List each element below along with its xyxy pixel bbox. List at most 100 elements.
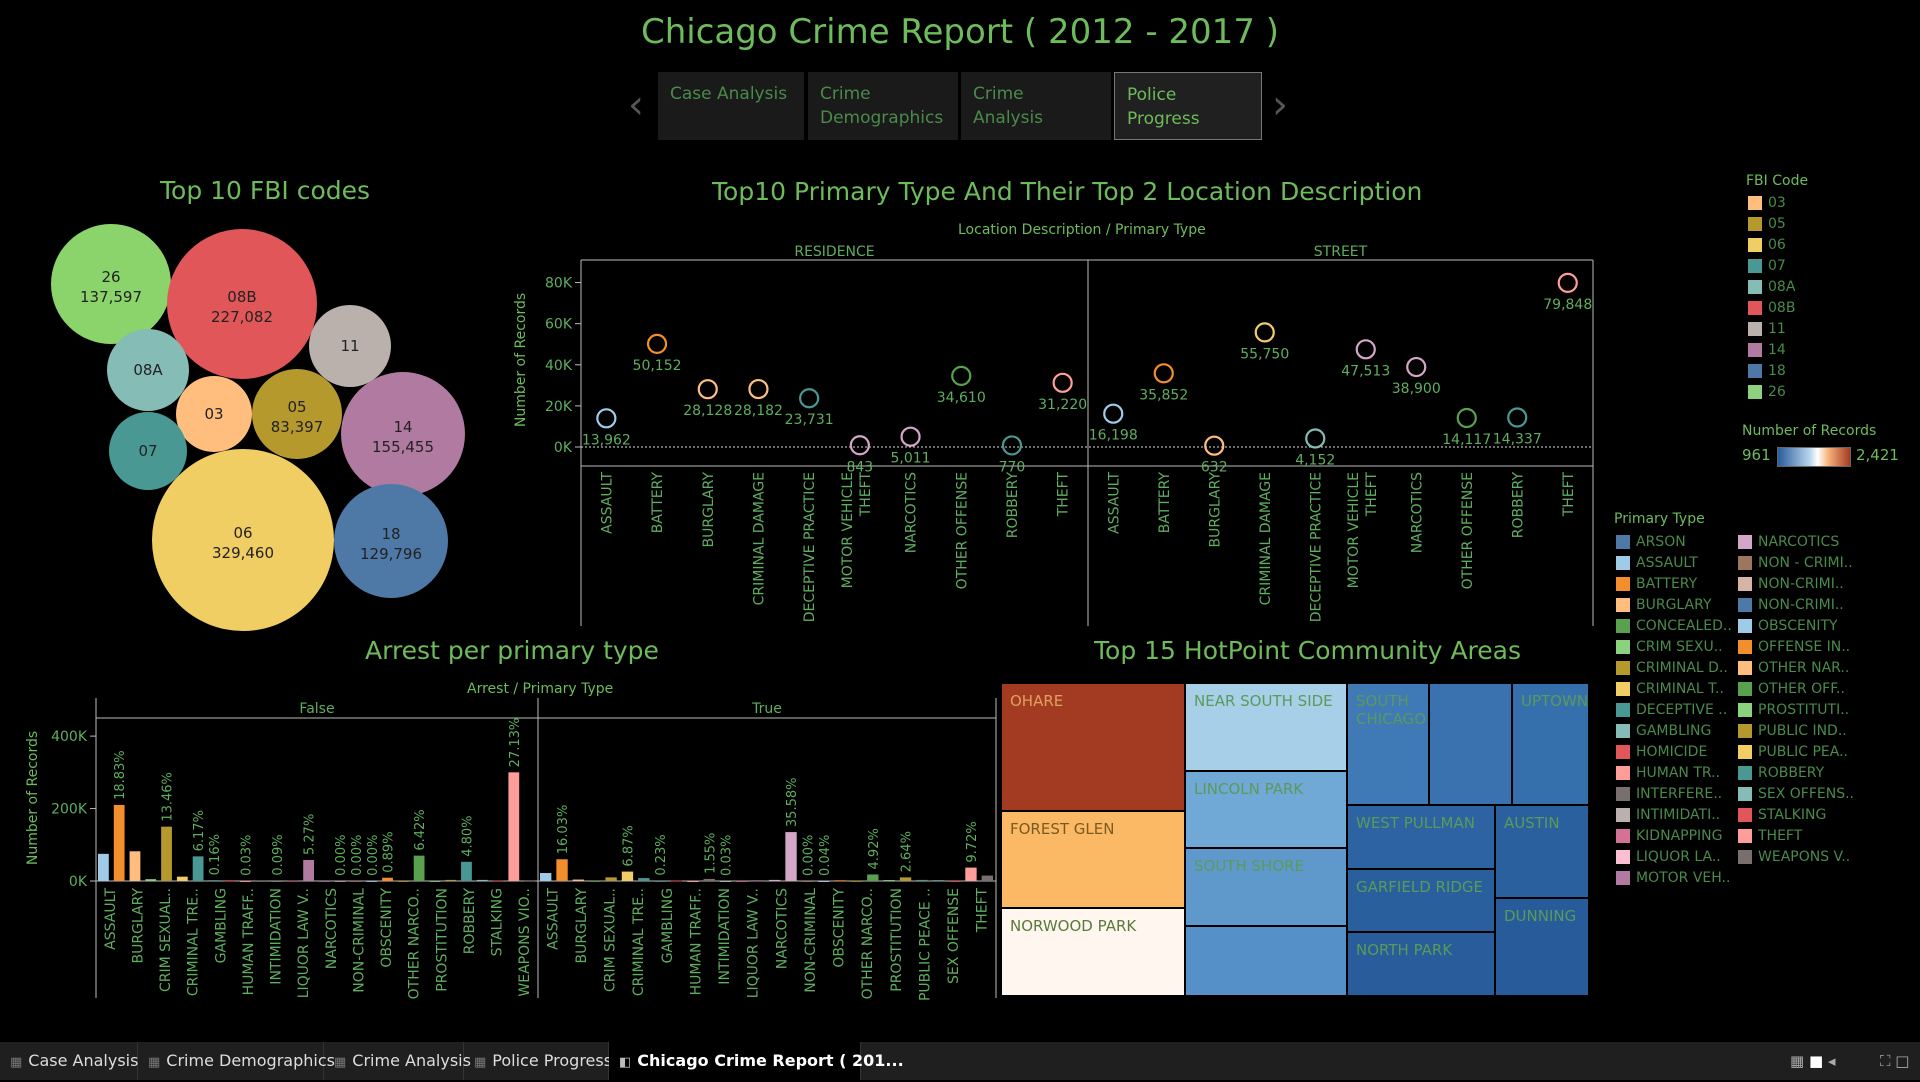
bar[interactable] <box>319 880 330 882</box>
legend-item[interactable]: 14 <box>1748 340 1795 361</box>
legend-item[interactable]: CRIMINAL T.. <box>1616 679 1741 700</box>
treemap-cell[interactable]: NEAR SOUTH SIDE <box>1185 683 1347 771</box>
scatter-point[interactable] <box>1103 403 1124 424</box>
chevron-right-icon[interactable]: › <box>1272 82 1288 128</box>
story-point-crime-analysis[interactable]: Crime Analysis <box>961 72 1111 140</box>
bubble-07[interactable]: 07 <box>109 412 187 490</box>
legend-item[interactable]: OBSCENITY <box>1738 616 1863 637</box>
legend-item[interactable]: 07 <box>1748 256 1795 277</box>
bar[interactable] <box>303 859 314 881</box>
bar[interactable] <box>508 772 520 881</box>
bar[interactable] <box>540 873 552 881</box>
bar[interactable] <box>801 880 814 882</box>
bubble-05[interactable]: 05 83,397 <box>252 369 342 459</box>
scatter-point[interactable] <box>1052 372 1073 393</box>
bubble-03[interactable]: 03 <box>176 376 252 452</box>
legend-item[interactable]: BURGLARY <box>1616 595 1741 616</box>
bar[interactable] <box>981 875 993 881</box>
bar[interactable] <box>605 877 617 881</box>
scatter-point[interactable] <box>1507 407 1528 428</box>
bubble-26[interactable]: 26 137,597 <box>51 224 171 344</box>
scatter-point[interactable] <box>596 408 617 429</box>
bar[interactable] <box>654 880 666 882</box>
bar[interactable] <box>752 880 764 882</box>
fullscreen-controls[interactable]: ⛶ □ <box>1880 1052 1909 1070</box>
scatter-point[interactable] <box>900 426 921 447</box>
bar[interactable] <box>867 874 879 881</box>
legend-item[interactable]: STALKING <box>1738 805 1863 826</box>
treemap-cell[interactable]: FOREST GLEN <box>1001 811 1185 908</box>
legend-item[interactable]: HUMAN TR.. <box>1616 763 1741 784</box>
legend-item[interactable]: MOTOR VEH.. <box>1616 868 1741 889</box>
legend-item[interactable]: PUBLIC PEA.. <box>1738 742 1863 763</box>
legend-item[interactable]: 08A <box>1748 277 1795 298</box>
bar[interactable] <box>271 880 283 882</box>
scatter-point[interactable] <box>849 435 870 456</box>
bar[interactable] <box>769 879 781 881</box>
bar[interactable] <box>850 880 863 882</box>
scatter-point[interactable] <box>951 365 972 386</box>
scatter-point[interactable] <box>1406 356 1427 378</box>
legend-item[interactable]: NON-CRIMI.. <box>1738 595 1863 616</box>
legend-item[interactable]: KIDNAPPING <box>1616 826 1741 847</box>
bar[interactable] <box>589 880 601 882</box>
bar[interactable] <box>397 880 409 882</box>
bar[interactable] <box>461 861 472 881</box>
fbi-codes-bubble-chart[interactable]: 26 137,597 08B 227,082 11 08A 03 05 83,397 14 155,… <box>0 205 480 635</box>
bar[interactable] <box>834 880 846 882</box>
legend-item[interactable]: 18 <box>1748 361 1795 382</box>
legend-item[interactable]: LIQUOR LA.. <box>1616 847 1741 868</box>
legend-item[interactable]: NARCOTICS <box>1738 532 1863 553</box>
bar[interactable] <box>687 880 699 882</box>
bar[interactable] <box>413 855 425 881</box>
bar[interactable] <box>382 877 393 881</box>
legend-item[interactable]: HOMICIDE <box>1616 742 1741 763</box>
legend-item[interactable]: CRIM SEXU.. <box>1616 637 1741 658</box>
primary-type-location-scatter[interactable]: Number of Records 0K 20K 40K 60K 80K RESIDENCE… <box>500 240 1600 630</box>
scatter-point[interactable] <box>748 378 769 400</box>
scatter-point[interactable] <box>1001 435 1023 456</box>
legend-item[interactable]: OFFENSE IN.. <box>1738 637 1863 658</box>
legend-item[interactable]: 08B <box>1748 298 1795 319</box>
legend-item[interactable]: OTHER OFF.. <box>1738 679 1863 700</box>
treemap-cell[interactable]: WEST PULLMAN <box>1347 805 1495 869</box>
legend-item[interactable]: WEAPONS V.. <box>1738 847 1863 868</box>
legend-item[interactable]: NON - CRIMI.. <box>1738 553 1863 574</box>
legend-item[interactable]: INTERFERE.. <box>1616 784 1741 805</box>
treemap-cell[interactable]: AUSTIN <box>1495 805 1589 898</box>
bar[interactable] <box>445 879 457 881</box>
legend-item[interactable]: SEX OFFENS.. <box>1738 784 1863 805</box>
legend-item[interactable]: BATTERY <box>1616 574 1741 595</box>
scatter-point[interactable] <box>1355 339 1376 360</box>
legend-item[interactable]: NON-CRIMI.. <box>1738 574 1863 595</box>
sheet-tab-police-progress[interactable]: ▦ Police Progress <box>464 1042 612 1080</box>
bar[interactable] <box>240 880 251 882</box>
bubble-11[interactable]: 11 <box>309 305 391 387</box>
legend-item[interactable]: CONCEALED.. <box>1616 616 1741 637</box>
legend-item[interactable]: CRIMINAL D.. <box>1616 658 1741 679</box>
bar[interactable] <box>883 880 895 882</box>
bar[interactable] <box>621 871 634 881</box>
legend-item[interactable]: ARSON <box>1616 532 1741 553</box>
bar[interactable] <box>192 856 204 881</box>
bar[interactable] <box>736 880 748 882</box>
community-areas-treemap[interactable]: OHARE FOREST GLEN NORWOOD PARK NEAR SOUTH S… <box>1001 683 1589 996</box>
bar[interactable] <box>703 878 715 881</box>
treemap-cell[interactable] <box>1429 683 1512 805</box>
bar[interactable] <box>287 880 299 882</box>
bubble-18[interactable]: 18 129,796 <box>334 484 448 598</box>
bar[interactable] <box>899 877 912 881</box>
bubble-08B[interactable]: 08B 227,082 <box>167 229 317 379</box>
legend-item[interactable]: PROSTITUTI.. <box>1738 700 1863 721</box>
legend-item[interactable]: 03 <box>1748 193 1795 214</box>
bar[interactable] <box>476 879 488 881</box>
treemap-cell[interactable]: SOUTH CHICAGO <box>1347 683 1429 805</box>
bar[interactable] <box>492 880 504 882</box>
bar[interactable] <box>572 879 585 881</box>
chevron-left-icon[interactable]: ‹ <box>628 82 644 128</box>
bar[interactable] <box>965 867 977 881</box>
bar[interactable] <box>785 832 797 881</box>
bar[interactable] <box>524 880 535 882</box>
bar[interactable] <box>556 859 568 881</box>
bar[interactable] <box>98 853 109 881</box>
